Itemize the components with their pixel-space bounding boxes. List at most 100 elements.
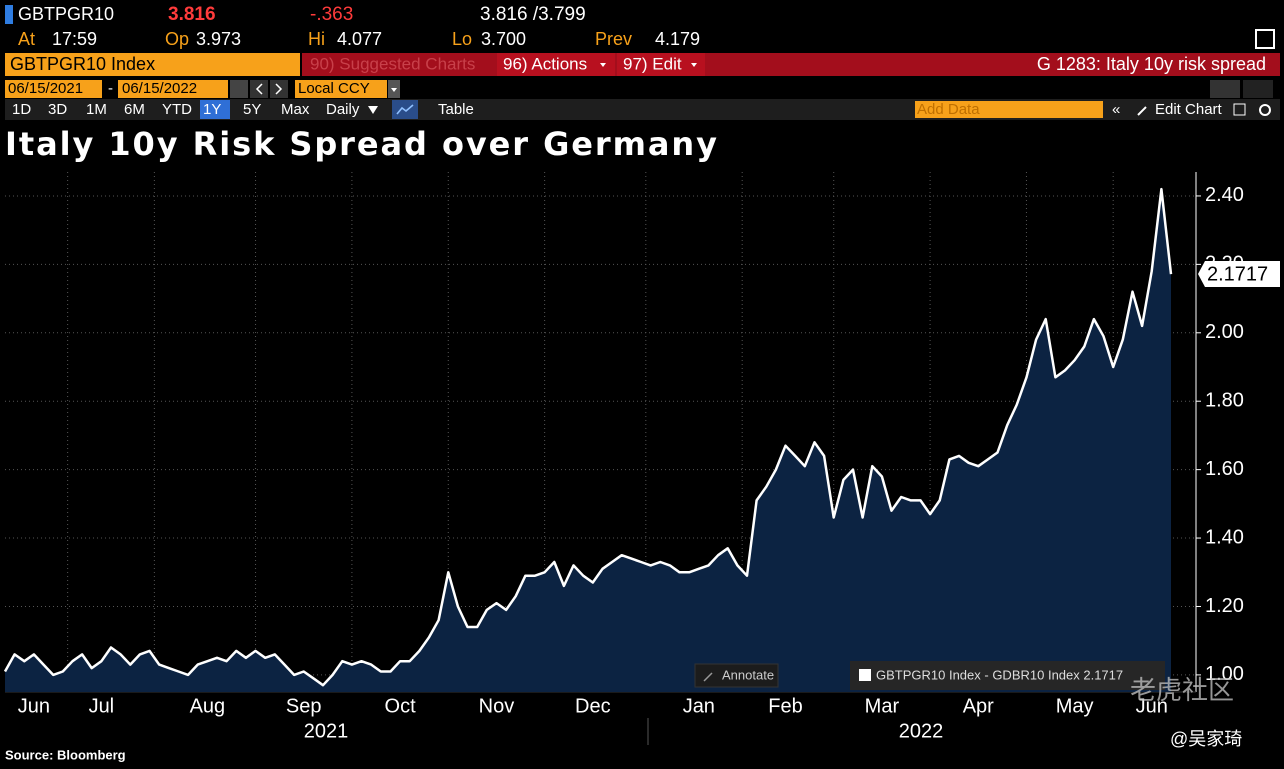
range-button[interactable]: YTD: [162, 101, 192, 118]
range-button[interactable]: 3D: [48, 101, 67, 118]
annotate-button[interactable]: [694, 663, 779, 688]
dropdown-arrow: [600, 63, 606, 67]
prev-button[interactable]: [250, 80, 268, 98]
x-tick-label: Jan: [683, 695, 715, 717]
plot-area: 1.001.201.401.601.802.002.202.40JunJulAu…: [3, 172, 1280, 717]
security[interactable]: GBTPGR10 Index: [10, 54, 155, 74]
range-selected[interactable]: [200, 100, 230, 119]
year-label: 2022: [899, 720, 944, 742]
watermark: 老虎社区: [1130, 675, 1234, 705]
source: Source: Bloomberg: [5, 747, 126, 762]
redo-button[interactable]: [1243, 80, 1273, 98]
y-tick-label: 2.40: [1205, 184, 1244, 206]
legend-label: GBTPGR10 Index - GDBR10 Index 2.1717: [876, 667, 1123, 682]
x-tick-label: Jun: [1136, 695, 1168, 717]
annotate-icon: [703, 672, 713, 682]
security-box[interactable]: [5, 53, 300, 76]
frequency[interactable]: Daily: [326, 101, 360, 118]
range-button[interactable]: 1M: [86, 101, 107, 118]
menu-edit[interactable]: 97) Edit: [623, 54, 682, 73]
start-date-box[interactable]: [5, 80, 102, 98]
stat-value: 4.179: [655, 29, 700, 49]
currency[interactable]: Local CCY: [298, 80, 370, 97]
y-tick-label: 1.80: [1205, 389, 1244, 411]
x-tick-label: Apr: [963, 695, 994, 717]
legend-swatch: [859, 669, 871, 681]
end-date[interactable]: 06/15/2022: [122, 80, 197, 97]
stat-label: Op: [165, 29, 189, 49]
stat-value: 17:59: [52, 29, 97, 49]
area: [5, 189, 1171, 692]
undo-button[interactable]: [1210, 80, 1240, 98]
dropdown-arrow: [368, 106, 378, 114]
end-date-box[interactable]: [118, 80, 228, 98]
y-tick-label: 1.20: [1205, 595, 1244, 617]
last-value-tag: [1198, 261, 1280, 288]
currency-box[interactable]: [295, 80, 387, 98]
stat-value: 3.973: [196, 29, 241, 49]
range-button[interactable]: 5Y: [243, 101, 261, 118]
x-tick-label: Aug: [190, 695, 226, 717]
ticker-marker: [5, 5, 13, 24]
chart-title: Italy 10y Risk Spread over Germany: [5, 125, 717, 163]
range-button[interactable]: 6M: [124, 101, 145, 118]
pencil-icon: [1137, 106, 1147, 116]
prev-icon: [255, 83, 263, 95]
page-title: G 1283: Italy 10y risk spread: [1037, 54, 1266, 74]
dropdown-arrow: [391, 88, 397, 92]
menu-edit-bg[interactable]: [617, 53, 705, 76]
stat-label: Prev: [595, 29, 632, 49]
calendar-button[interactable]: [230, 80, 248, 98]
x-tick-label: Oct: [385, 695, 417, 717]
price-change: -.363: [310, 4, 353, 25]
x-tick-label: Jun: [18, 695, 50, 717]
next-icon: [275, 83, 283, 95]
x-tick-label: Dec: [575, 695, 611, 717]
author: @吴家琦: [1170, 729, 1242, 749]
y-tick-label: 1.60: [1205, 458, 1244, 480]
stat-value: 3.700: [481, 29, 526, 49]
collapse-icon[interactable]: «: [1112, 101, 1120, 118]
x-tick-label: Mar: [865, 695, 900, 717]
annotate-label[interactable]: Annotate: [722, 667, 774, 682]
table-button[interactable]: Table: [438, 101, 474, 118]
add-data[interactable]: Add Data: [917, 101, 980, 118]
range-buttons: 1D 3D 1M 6M YTD 1Y 5Y Max: [12, 100, 310, 119]
menu-actions[interactable]: 96) Actions: [503, 54, 587, 73]
expand-icon[interactable]: [1255, 29, 1275, 49]
x-tick-label: Feb: [768, 695, 802, 717]
x-tick-label: Nov: [479, 695, 515, 717]
bid-ask: 3.816 /3.799: [480, 4, 586, 25]
start-date[interactable]: 06/15/2021: [8, 80, 83, 97]
year-label: 2021: [304, 720, 349, 742]
next-button[interactable]: [270, 80, 288, 98]
icon-frame[interactable]: [1255, 29, 1275, 49]
range-button[interactable]: Max: [281, 101, 310, 118]
ticker: GBTPGR10: [18, 4, 114, 24]
menu-actions-bg[interactable]: [497, 53, 615, 76]
stat-value: 4.077: [337, 29, 382, 49]
last-value-label: 2.1717: [1207, 263, 1268, 285]
range-button[interactable]: 1D: [12, 101, 31, 118]
y-tick-label: 1.40: [1205, 526, 1244, 548]
settings-icon[interactable]: [1233, 103, 1246, 116]
line-chart-icon: [396, 104, 414, 115]
date-separator: -: [108, 80, 113, 97]
add-data-box[interactable]: [915, 101, 1103, 118]
line: [3, 187, 1173, 687]
stat-label: Lo: [452, 29, 472, 49]
last-price: 3.816: [168, 4, 216, 25]
x-tick-label: Jul: [89, 695, 115, 717]
edit-chart[interactable]: Edit Chart: [1155, 101, 1223, 118]
dropdown-arrow: [691, 63, 697, 67]
stat-label: At: [18, 29, 35, 49]
y-tick-label: 2.00: [1205, 321, 1244, 343]
gear-icon[interactable]: [1259, 104, 1271, 116]
x-tick-label: May: [1056, 695, 1094, 717]
stat-label: Hi: [308, 29, 325, 49]
menu-suggested[interactable]: 90) Suggested Charts: [310, 54, 475, 73]
y-tick-label: 1.00: [1205, 663, 1244, 685]
stats-row: At 17:59 Op 3.973 Hi 4.077 Lo 3.700 Prev 4.179: [18, 29, 700, 49]
range-button[interactable]: 1Y: [203, 101, 221, 118]
